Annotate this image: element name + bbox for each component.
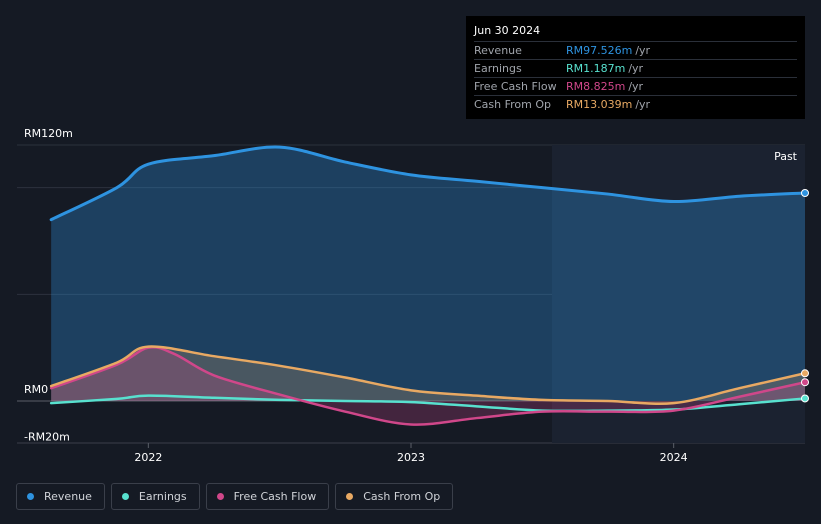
marker-layer <box>801 189 809 403</box>
tooltip-label: Earnings <box>474 62 522 75</box>
tooltip-row-free-cash-flow: Free Cash Flow RM8.825m /yr <box>474 78 797 96</box>
tooltip-row-revenue: Revenue RM97.526m /yr <box>474 42 797 60</box>
revenue-line <box>49 145 807 222</box>
legend: Revenue Earnings Free Cash Flow Cash Fro… <box>16 483 454 510</box>
tooltip-date: Jun 30 2024 <box>474 23 797 42</box>
line-layer <box>49 145 807 426</box>
earnings-end-marker <box>801 394 809 403</box>
x-tick-label: 2023 <box>397 451 425 464</box>
y-tick-label: RM0 <box>24 383 48 396</box>
axis-layer: RM120m RM0 -RM20m 2022 2023 2024 <box>24 127 688 464</box>
tooltip-value: RM1.187m <box>566 62 626 75</box>
x-tick-label: 2022 <box>134 451 162 464</box>
cash-from-op-end-marker <box>801 369 809 378</box>
tooltip-row-cash-from-op: Cash From Op RM13.039m /yr <box>474 96 797 113</box>
free-cash-flow-area <box>51 347 805 425</box>
tooltip-label: Free Cash Flow <box>474 80 557 93</box>
tooltip-row-earnings: Earnings RM1.187m /yr <box>474 60 797 78</box>
legend-label: Cash From Op <box>363 490 441 503</box>
y-tick-label: -RM20m <box>24 431 70 444</box>
legend-dot-icon <box>216 493 224 500</box>
cash-from-op-line <box>49 345 807 406</box>
past-label: Past <box>774 150 798 163</box>
tooltip-label: Revenue <box>474 44 522 57</box>
legend-label: Free Cash Flow <box>233 490 317 503</box>
legend-label: Revenue <box>44 490 92 503</box>
y-tick-label: RM120m <box>24 127 73 140</box>
tooltip-unit: /yr <box>635 98 651 111</box>
legend-item-revenue[interactable]: Revenue <box>16 483 105 510</box>
legend-dot-icon <box>121 493 129 500</box>
legend-item-earnings[interactable]: Earnings <box>110 483 200 510</box>
tooltip: Jun 30 2024 Revenue RM97.526m /yr Earnin… <box>466 16 805 119</box>
x-tick-label: 2024 <box>660 451 688 464</box>
tooltip-unit: /yr <box>628 62 644 75</box>
revenue-area <box>51 147 805 401</box>
tooltip-unit: /yr <box>635 44 651 57</box>
free-cash-flow-end-marker <box>801 378 809 387</box>
legend-dot-icon <box>346 493 354 500</box>
legend-label: Earnings <box>138 490 187 503</box>
legend-item-free-cash-flow[interactable]: Free Cash Flow <box>205 483 330 510</box>
tooltip-value: RM97.526m <box>566 44 633 57</box>
legend-item-cash-from-op[interactable]: Cash From Op <box>335 483 454 510</box>
tooltip-value: RM8.825m <box>566 80 626 93</box>
tooltip-value: RM13.039m <box>566 98 633 111</box>
revenue-end-marker <box>801 189 809 197</box>
tooltip-unit: /yr <box>628 80 644 93</box>
tooltip-label: Cash From Op <box>474 98 552 111</box>
legend-dot-icon <box>27 493 34 500</box>
